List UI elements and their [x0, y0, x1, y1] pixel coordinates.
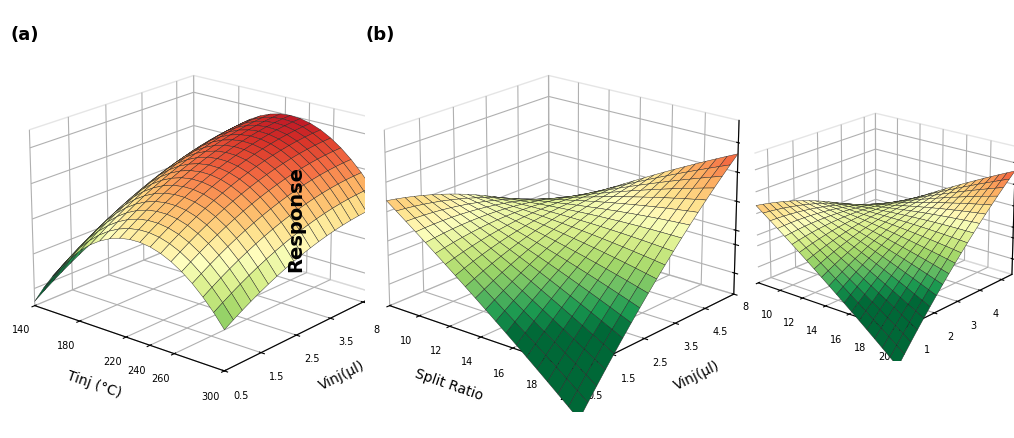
X-axis label: Tinj (°C): Tinj (°C) — [65, 369, 124, 401]
Y-axis label: Vinj(μl): Vinj(μl) — [672, 359, 722, 393]
Y-axis label: Vinj(μl): Vinj(μl) — [317, 359, 367, 393]
Text: (b): (b) — [365, 26, 394, 44]
Text: (a): (a) — [10, 26, 39, 44]
X-axis label: Split Ratio: Split Ratio — [414, 367, 485, 403]
Text: Response: Response — [286, 166, 305, 272]
